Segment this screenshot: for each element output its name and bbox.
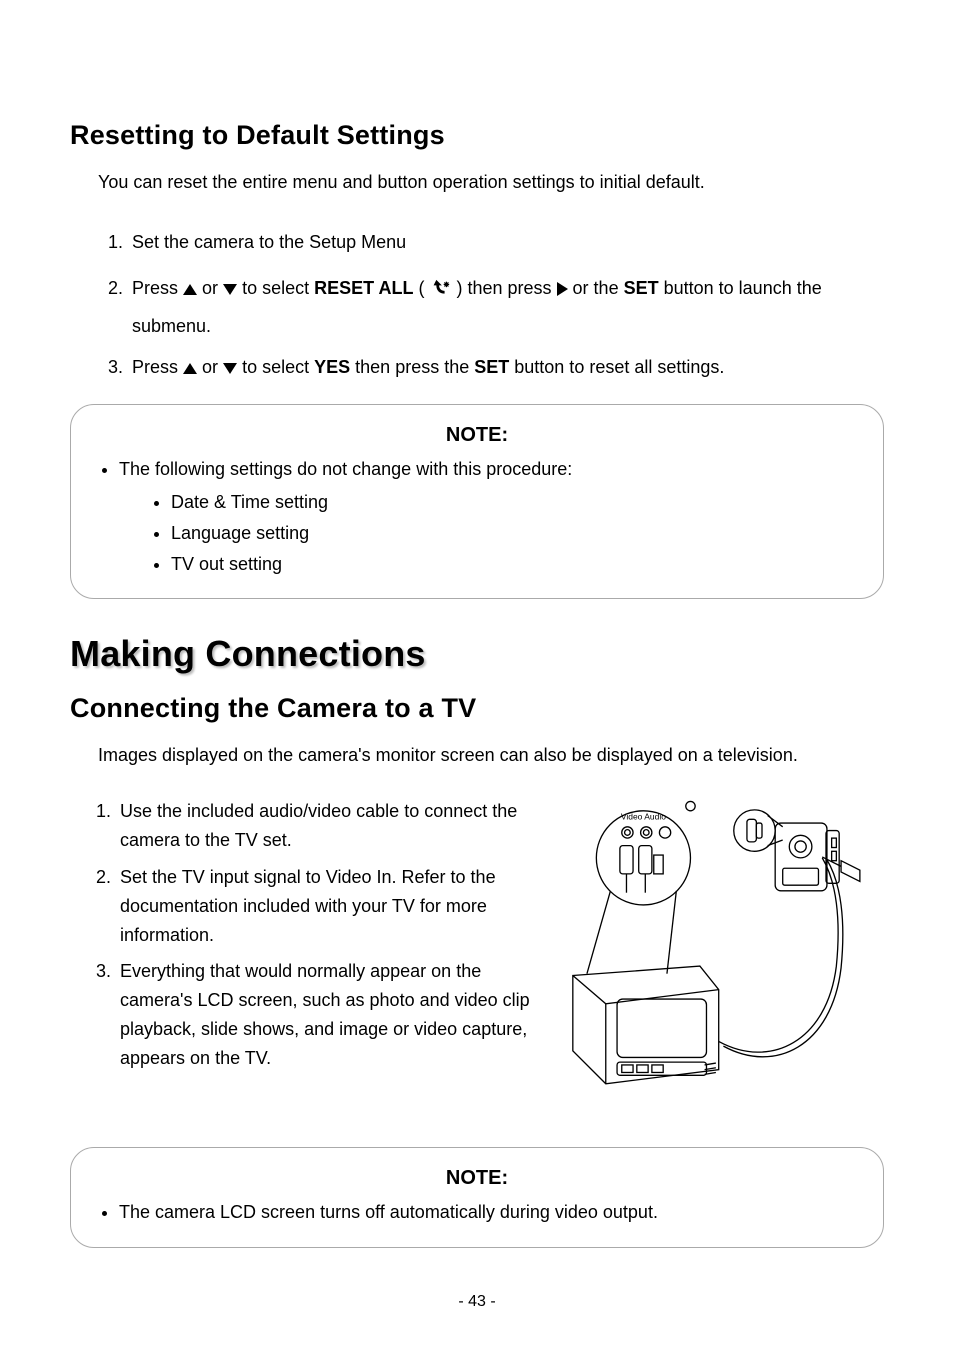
step-text: to select — [242, 357, 314, 377]
note-item: Date & Time setting — [171, 488, 859, 517]
note-lead-text: The following settings do not change wit… — [119, 459, 572, 479]
step-text: button to reset all settings. — [514, 357, 724, 377]
note-lead: The following settings do not change wit… — [119, 455, 859, 578]
video-audio-label: Video Audio — [621, 812, 666, 822]
step-text: or — [202, 357, 223, 377]
tv-intro: Images displayed on the camera's monitor… — [98, 742, 884, 769]
step-text: Press — [132, 278, 183, 298]
step-text: Press — [132, 357, 183, 377]
tv-connection-illustration: Video Audio — [554, 797, 874, 1107]
step-text: ) then press — [456, 278, 556, 298]
right-arrow-icon — [557, 282, 568, 296]
step-text: or the — [573, 278, 624, 298]
tv-step-3: Everything that would normally appear on… — [116, 957, 532, 1072]
down-arrow-icon — [223, 363, 237, 374]
reset-all-icon — [429, 278, 451, 300]
note-item: Language setting — [171, 519, 859, 548]
up-arrow-icon — [183, 363, 197, 374]
tv-heading: Connecting the Camera to a TV — [70, 693, 884, 724]
page-footer: - 43 - — [70, 1253, 884, 1311]
reset-step-3: Press or to select YES then press the SE… — [128, 353, 884, 382]
tv-note-box: NOTE: The camera LCD screen turns off au… — [70, 1147, 884, 1248]
up-arrow-icon — [183, 284, 197, 295]
yes-label: YES — [314, 357, 350, 377]
note-items: Date & Time setting Language setting TV … — [119, 488, 859, 578]
set-label: SET — [624, 278, 659, 298]
reset-step-2: Press or to select RESET ALL ( ) then pr… — [128, 270, 884, 346]
chapter-heading: Making Connections — [70, 633, 884, 675]
note-item: TV out setting — [171, 550, 859, 579]
tv-steps-list: Use the included audio/video cable to co… — [90, 797, 532, 1072]
note-title: NOTE: — [95, 1162, 859, 1194]
reset-steps-list: Set the camera to the Setup Menu Press o… — [102, 224, 884, 382]
reset-note-box: NOTE: The following settings do not chan… — [70, 404, 884, 599]
set-label: SET — [474, 357, 509, 377]
tv-step-2: Set the TV input signal to Video In. Ref… — [116, 863, 532, 949]
step-text: then press the — [355, 357, 474, 377]
reset-step-1: Set the camera to the Setup Menu — [128, 224, 884, 262]
step-text: to select — [242, 278, 314, 298]
tv-step-1: Use the included audio/video cable to co… — [116, 797, 532, 855]
step-text: or — [202, 278, 223, 298]
tv-note-body: The camera LCD screen turns off automati… — [119, 1198, 859, 1227]
reset-heading: Resetting to Default Settings — [70, 120, 884, 151]
reset-all-label: RESET ALL — [314, 278, 413, 298]
step-text: ( — [418, 278, 429, 298]
down-arrow-icon — [223, 284, 237, 295]
reset-intro: You can reset the entire menu and button… — [98, 169, 884, 196]
note-title: NOTE: — [95, 419, 859, 451]
